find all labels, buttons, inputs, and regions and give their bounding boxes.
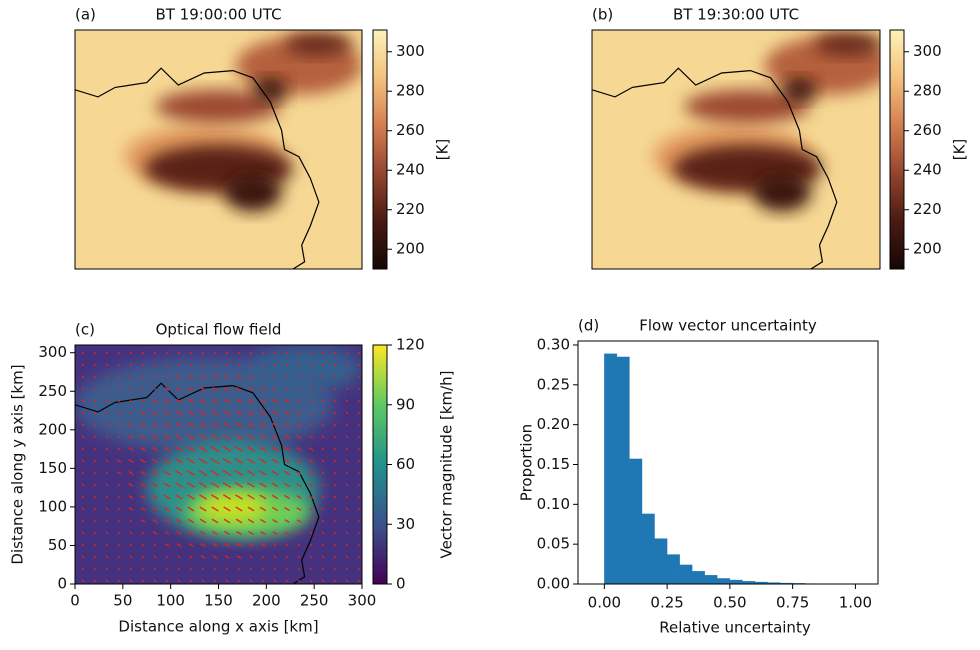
panel-label: (a) — [75, 6, 96, 24]
colorbar-tick-label: 120 — [396, 336, 425, 354]
panel: (b) BT 19:30:00 UTC 200 220 240 260 280 300 [K] — [592, 6, 969, 270]
panel-title: BT 19:30:00 UTC — [673, 6, 799, 24]
x-axis-label: Relative uncertainty — [659, 619, 811, 637]
x-tick-label: 150 — [204, 592, 233, 610]
x-tick-label: 0.25 — [650, 594, 683, 612]
x-tick-label: 0.50 — [713, 594, 746, 612]
histogram-bar — [617, 357, 630, 584]
colorbar-tick-label: 200 — [913, 240, 942, 258]
image-feature — [198, 493, 267, 522]
x-tick-label: 300 — [348, 592, 377, 610]
y-tick-label: 0.15 — [537, 455, 570, 473]
image-feature — [753, 173, 811, 211]
y-tick-label: 0.10 — [537, 495, 570, 513]
y-tick-label: 300 — [38, 343, 67, 361]
y-tick-label: 0.20 — [537, 415, 570, 433]
colorbar-tick-label: 220 — [396, 200, 425, 218]
panel-label: (c) — [75, 321, 95, 339]
colorbar-tick-label: 200 — [396, 240, 425, 258]
image-feature — [285, 32, 354, 56]
x-tick-label: 250 — [300, 592, 329, 610]
colorbar — [373, 345, 387, 584]
colorbar — [890, 30, 904, 269]
panel-label: (d) — [578, 317, 599, 335]
colorbar-tick-label: 300 — [913, 42, 942, 60]
x-tick-label: 50 — [113, 592, 132, 610]
x-tick-label: 0.00 — [588, 594, 621, 612]
panel-label: (b) — [592, 6, 613, 24]
y-tick-label: 0.05 — [537, 535, 570, 553]
x-tick-label: 1.00 — [839, 594, 872, 612]
y-tick-label: 150 — [38, 459, 67, 477]
x-axis-label: Distance along x axis [km] — [118, 618, 318, 636]
colorbar — [373, 30, 387, 269]
panel: (a) BT 19:00:00 UTC 200 220 240 260 280 300 [K] — [75, 6, 452, 270]
histogram-bar — [655, 539, 668, 584]
colorbar-tick-label: 280 — [913, 82, 942, 100]
y-axis-label: Proportion — [518, 424, 536, 501]
colorbar-tick-label: 240 — [913, 161, 942, 179]
colorbar-tick-label: 260 — [396, 121, 425, 139]
x-tick-label: 200 — [252, 592, 281, 610]
colorbar-label: [K] — [951, 139, 969, 161]
x-tick-label: 0 — [70, 592, 80, 610]
y-tick-label: 0.00 — [537, 575, 570, 593]
y-tick-label: 0.25 — [537, 375, 570, 393]
histogram-bar — [629, 459, 642, 584]
y-axis-label: Distance along y axis [km] — [9, 364, 27, 564]
image-feature — [224, 173, 281, 211]
histogram-bar — [680, 565, 693, 584]
colorbar-tick-label: 240 — [396, 161, 425, 179]
image — [592, 30, 892, 269]
histogram-bar — [730, 580, 743, 584]
histogram-bar — [604, 354, 617, 584]
colorbar-tick-label: 280 — [396, 82, 425, 100]
histogram-bar — [705, 575, 718, 584]
colorbar-tick-label: 90 — [396, 395, 415, 413]
image-feature — [782, 78, 817, 102]
panel-title: Flow vector uncertainty — [639, 317, 817, 335]
y-tick-label: 0.30 — [537, 335, 570, 353]
histogram-bar — [692, 571, 705, 584]
colorbar-tick-label: 0 — [396, 575, 406, 593]
y-tick-label: 0 — [57, 575, 67, 593]
y-tick-label: 250 — [38, 382, 67, 400]
image — [75, 345, 362, 584]
x-tick-label: 100 — [156, 592, 185, 610]
colorbar-label: [K] — [434, 139, 452, 161]
colorbar-tick-label: 30 — [396, 515, 415, 533]
histogram-bar — [717, 578, 730, 584]
image-feature — [247, 345, 362, 393]
y-tick-label: 100 — [38, 497, 67, 515]
colorbar-tick-label: 300 — [396, 42, 425, 60]
colorbar-tick-label: 60 — [396, 455, 415, 473]
image — [75, 30, 362, 269]
colorbar-tick-label: 260 — [913, 121, 942, 139]
image-feature — [253, 78, 287, 102]
panel: (d) Flow vector uncertainty 0.00 0.25 0.50 0.… — [518, 317, 879, 637]
x-tick-label: 0.75 — [776, 594, 809, 612]
colorbar-label: Vector magnitude [km/h] — [438, 370, 456, 558]
colorbar-tick-label: 220 — [913, 200, 942, 218]
histogram-bar — [667, 555, 680, 584]
y-tick-label: 50 — [48, 536, 67, 554]
y-tick-label: 200 — [38, 420, 67, 438]
image-feature — [814, 32, 883, 56]
panel-title: Optical flow field — [156, 321, 282, 339]
panel-title: BT 19:00:00 UTC — [155, 6, 281, 24]
histogram-bar — [642, 514, 655, 584]
